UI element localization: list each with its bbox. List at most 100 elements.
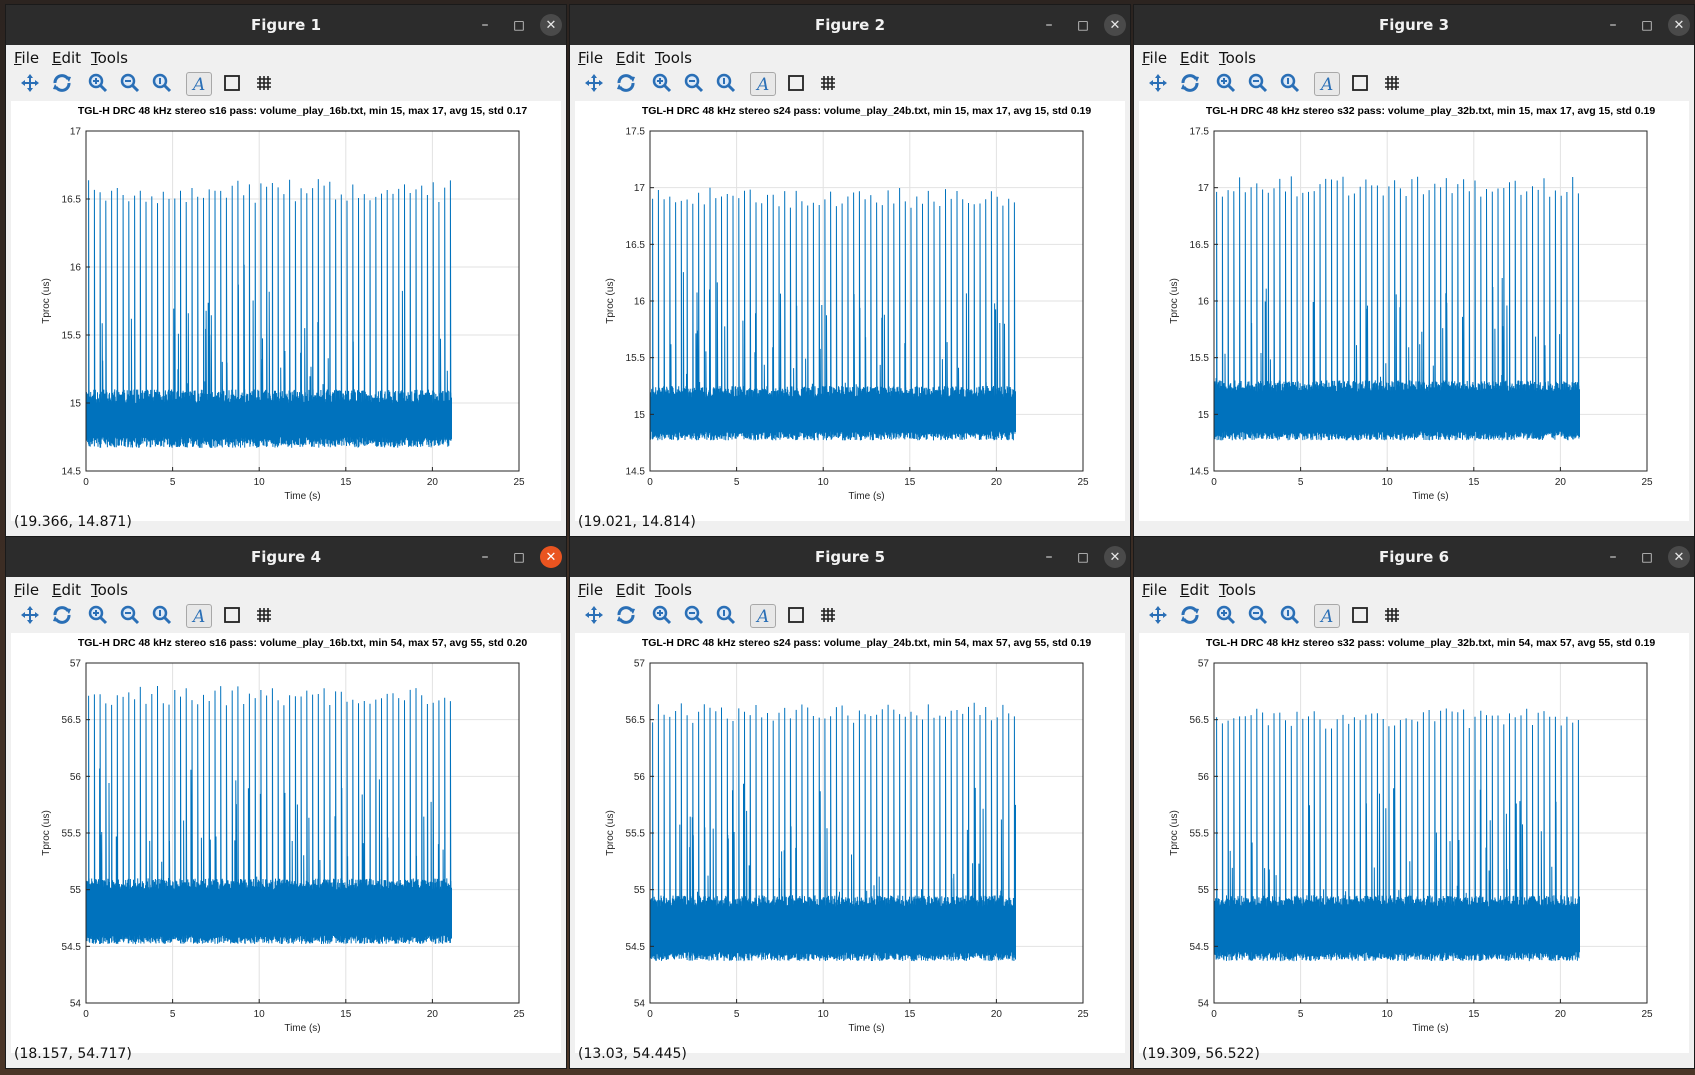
zoom-out-tool-button[interactable] <box>1246 604 1272 628</box>
text-tool-button[interactable]: A <box>186 604 212 628</box>
menu-edit[interactable]: Edit <box>52 581 81 599</box>
menu-edit[interactable]: Edit <box>616 581 645 599</box>
rotate-tool-button[interactable] <box>1178 72 1204 96</box>
rotate-tool-button[interactable] <box>614 604 640 628</box>
window-titlebar[interactable]: Figure 4 – □ ✕ <box>6 537 566 577</box>
menu-file[interactable]: File <box>1142 49 1167 67</box>
maximize-button[interactable]: □ <box>508 14 530 36</box>
figure-canvas[interactable]: TGL-H DRC 48 kHz stereo s32 pass: volume… <box>1139 633 1689 1053</box>
menu-tools[interactable]: Tools <box>655 581 692 599</box>
figure-window[interactable]: Figure 3 – □ ✕ File Edit Tools A TGL-H DRC 48 kH… <box>1134 5 1694 536</box>
figure-window[interactable]: Figure 1 – □ ✕ File Edit Tools A TGL-H DRC 48 kH… <box>6 5 566 536</box>
plot-svg[interactable]: TGL-H DRC 48 kHz stereo s16 pass: volume… <box>11 101 561 521</box>
window-titlebar[interactable]: Figure 3 – □ ✕ <box>1134 5 1694 45</box>
text-tool-button[interactable]: A <box>186 72 212 96</box>
grid-tool-button[interactable] <box>1380 72 1406 96</box>
figure-canvas[interactable]: TGL-H DRC 48 kHz stereo s16 pass: volume… <box>11 633 561 1053</box>
pan-tool-button[interactable] <box>1146 604 1172 628</box>
maximize-button[interactable]: □ <box>1636 546 1658 568</box>
axes-box-tool-button[interactable] <box>784 72 810 96</box>
zoom-out-tool-button[interactable] <box>118 72 144 96</box>
zoom-in-tool-button[interactable] <box>86 604 112 628</box>
figure-canvas[interactable]: TGL-H DRC 48 kHz stereo s32 pass: volume… <box>1139 101 1689 521</box>
pan-tool-button[interactable] <box>18 72 44 96</box>
figure-canvas[interactable]: TGL-H DRC 48 kHz stereo s24 pass: volume… <box>575 633 1125 1053</box>
plot-svg[interactable]: TGL-H DRC 48 kHz stereo s24 pass: volume… <box>575 101 1125 521</box>
zoom-reset-tool-button[interactable] <box>1278 72 1304 96</box>
figure-canvas[interactable]: TGL-H DRC 48 kHz stereo s16 pass: volume… <box>11 101 561 521</box>
rotate-tool-button[interactable] <box>50 72 76 96</box>
grid-tool-button[interactable] <box>816 72 842 96</box>
maximize-button[interactable]: □ <box>1072 546 1094 568</box>
zoom-in-tool-button[interactable] <box>1214 72 1240 96</box>
zoom-reset-tool-button[interactable] <box>714 72 740 96</box>
text-tool-button[interactable]: A <box>750 604 776 628</box>
rotate-tool-button[interactable] <box>50 604 76 628</box>
minimize-button[interactable]: – <box>474 546 496 568</box>
zoom-out-tool-button[interactable] <box>118 604 144 628</box>
text-tool-button[interactable]: A <box>750 72 776 96</box>
grid-tool-button[interactable] <box>816 604 842 628</box>
menu-file[interactable]: File <box>14 49 39 67</box>
minimize-button[interactable]: – <box>1602 546 1624 568</box>
plot-svg[interactable]: TGL-H DRC 48 kHz stereo s32 pass: volume… <box>1139 101 1689 521</box>
menu-file[interactable]: File <box>578 49 603 67</box>
close-button[interactable]: ✕ <box>1104 14 1126 36</box>
axes-box-tool-button[interactable] <box>1348 72 1374 96</box>
plot-svg[interactable]: TGL-H DRC 48 kHz stereo s16 pass: volume… <box>11 633 561 1053</box>
window-titlebar[interactable]: Figure 2 – □ ✕ <box>570 5 1130 45</box>
plot-svg[interactable]: TGL-H DRC 48 kHz stereo s32 pass: volume… <box>1139 633 1689 1053</box>
zoom-reset-tool-button[interactable] <box>1278 604 1304 628</box>
zoom-reset-tool-button[interactable] <box>714 604 740 628</box>
grid-tool-button[interactable] <box>252 604 278 628</box>
minimize-button[interactable]: – <box>474 14 496 36</box>
close-button[interactable]: ✕ <box>1668 546 1690 568</box>
menu-file[interactable]: File <box>1142 581 1167 599</box>
figure-window[interactable]: Figure 4 – □ ✕ File Edit Tools A TGL-H DRC 48 kH… <box>6 537 566 1068</box>
figure-canvas[interactable]: TGL-H DRC 48 kHz stereo s24 pass: volume… <box>575 101 1125 521</box>
close-button[interactable]: ✕ <box>1668 14 1690 36</box>
pan-tool-button[interactable] <box>18 604 44 628</box>
maximize-button[interactable]: □ <box>1072 14 1094 36</box>
window-titlebar[interactable]: Figure 6 – □ ✕ <box>1134 537 1694 577</box>
text-tool-button[interactable]: A <box>1314 72 1340 96</box>
pan-tool-button[interactable] <box>1146 72 1172 96</box>
rotate-tool-button[interactable] <box>614 72 640 96</box>
minimize-button[interactable]: – <box>1038 14 1060 36</box>
axes-box-tool-button[interactable] <box>220 604 246 628</box>
close-button[interactable]: ✕ <box>540 546 562 568</box>
minimize-button[interactable]: – <box>1602 14 1624 36</box>
menu-tools[interactable]: Tools <box>1219 49 1256 67</box>
zoom-in-tool-button[interactable] <box>1214 604 1240 628</box>
menu-edit[interactable]: Edit <box>52 49 81 67</box>
zoom-in-tool-button[interactable] <box>86 72 112 96</box>
menu-tools[interactable]: Tools <box>655 49 692 67</box>
menu-edit[interactable]: Edit <box>1180 49 1209 67</box>
maximize-button[interactable]: □ <box>1636 14 1658 36</box>
zoom-reset-tool-button[interactable] <box>150 72 176 96</box>
menu-edit[interactable]: Edit <box>616 49 645 67</box>
window-titlebar[interactable]: Figure 5 – □ ✕ <box>570 537 1130 577</box>
maximize-button[interactable]: □ <box>508 546 530 568</box>
grid-tool-button[interactable] <box>1380 604 1406 628</box>
close-button[interactable]: ✕ <box>1104 546 1126 568</box>
menu-file[interactable]: File <box>14 581 39 599</box>
axes-box-tool-button[interactable] <box>784 604 810 628</box>
pan-tool-button[interactable] <box>582 72 608 96</box>
plot-svg[interactable]: TGL-H DRC 48 kHz stereo s24 pass: volume… <box>575 633 1125 1053</box>
zoom-reset-tool-button[interactable] <box>150 604 176 628</box>
zoom-in-tool-button[interactable] <box>650 604 676 628</box>
zoom-out-tool-button[interactable] <box>1246 72 1272 96</box>
zoom-in-tool-button[interactable] <box>650 72 676 96</box>
menu-tools[interactable]: Tools <box>91 49 128 67</box>
menu-file[interactable]: File <box>578 581 603 599</box>
minimize-button[interactable]: – <box>1038 546 1060 568</box>
menu-edit[interactable]: Edit <box>1180 581 1209 599</box>
figure-window[interactable]: Figure 2 – □ ✕ File Edit Tools A TGL-H DRC 48 kH… <box>570 5 1130 536</box>
zoom-out-tool-button[interactable] <box>682 604 708 628</box>
pan-tool-button[interactable] <box>582 604 608 628</box>
text-tool-button[interactable]: A <box>1314 604 1340 628</box>
grid-tool-button[interactable] <box>252 72 278 96</box>
figure-window[interactable]: Figure 6 – □ ✕ File Edit Tools A TGL-H DRC 48 kH… <box>1134 537 1694 1068</box>
axes-box-tool-button[interactable] <box>220 72 246 96</box>
